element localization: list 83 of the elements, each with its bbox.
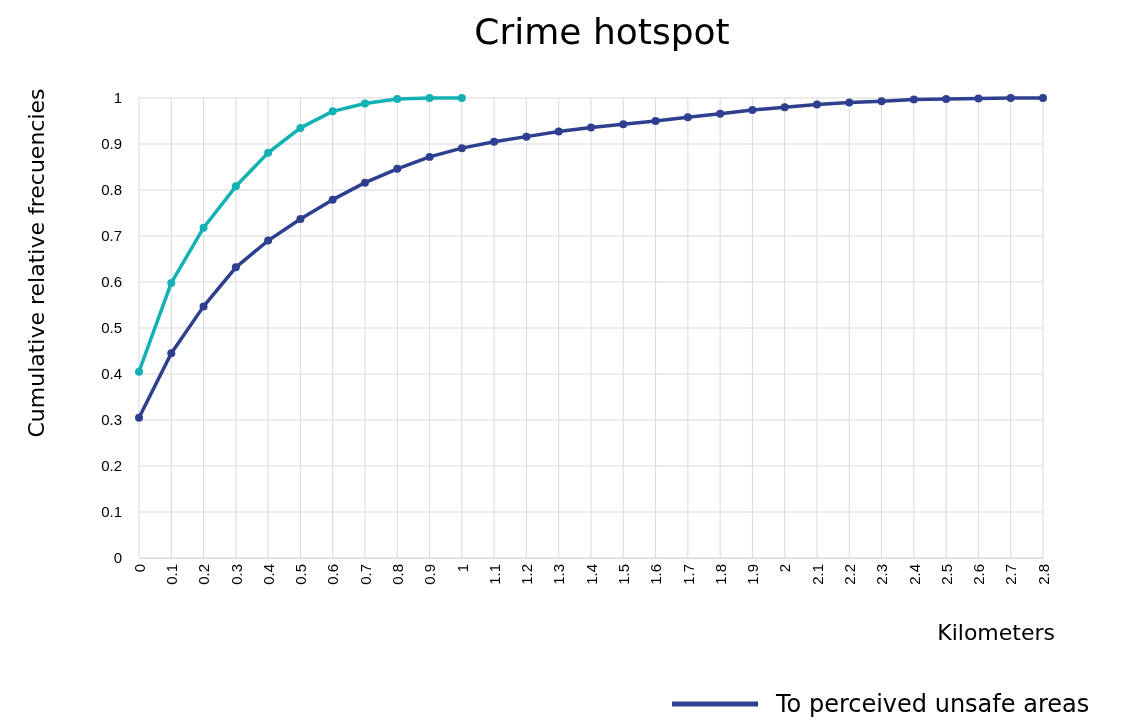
- point: [328, 107, 337, 116]
- point: [296, 123, 305, 132]
- point: [877, 97, 886, 106]
- x-tick-label: 0.3: [227, 564, 245, 585]
- x-tick-label: 2.6: [970, 564, 988, 585]
- x-axis-title: Kilometers: [937, 620, 1055, 645]
- y-tick-label: 0.7: [101, 227, 122, 245]
- x-tick-label: 1.1: [485, 564, 503, 585]
- point: [425, 152, 434, 161]
- x-tick-label: 1.4: [582, 564, 600, 585]
- y-tick-label: 0.3: [101, 411, 122, 429]
- x-tick-label: 0.8: [389, 564, 407, 585]
- x-tick-label: 2: [776, 564, 794, 573]
- point: [651, 117, 660, 125]
- point: [264, 148, 273, 157]
- point: [780, 103, 789, 112]
- point: [231, 263, 240, 272]
- point: [522, 132, 531, 141]
- point: [199, 302, 208, 311]
- x-tick-label: 0.5: [292, 564, 310, 585]
- x-tick-label: 1.5: [615, 564, 633, 585]
- x-tick-label: 2.4: [905, 564, 923, 585]
- x-tick-label: 2.8: [1034, 564, 1052, 585]
- point: [425, 94, 434, 102]
- x-tick-label: 1.8: [711, 564, 729, 585]
- point: [393, 164, 402, 173]
- point: [135, 413, 143, 422]
- x-tick-label: 1.9: [744, 564, 762, 585]
- point: [296, 215, 305, 223]
- x-tick-label: 1.6: [647, 564, 665, 585]
- point: [909, 95, 918, 104]
- point: [813, 100, 821, 109]
- x-tick-label: 1: [453, 564, 471, 573]
- y-tick-label: 0.5: [101, 319, 122, 337]
- point: [974, 94, 983, 103]
- y-axis-title: Cumulative relative frecuencies: [24, 88, 49, 438]
- point: [942, 94, 951, 103]
- x-tick-label: 1.2: [518, 564, 536, 585]
- point: [361, 99, 369, 108]
- point: [167, 349, 176, 358]
- point: [845, 98, 854, 107]
- point: [1039, 94, 1047, 102]
- point: [361, 178, 369, 187]
- point: [264, 236, 273, 245]
- point: [1006, 94, 1015, 102]
- x-tick-label: 2.1: [808, 564, 826, 585]
- x-tick-label: 0.2: [195, 564, 213, 585]
- x-tick-label: 0.6: [324, 564, 342, 585]
- point: [716, 109, 725, 118]
- x-tick-label: 1.3: [550, 564, 568, 585]
- x-tick-label: 2.7: [1002, 564, 1020, 585]
- point: [328, 195, 337, 204]
- y-tick-label: 0.8: [101, 181, 122, 199]
- y-tick-label: 0.4: [101, 365, 122, 383]
- point: [167, 278, 176, 287]
- y-tick-label: 0.2: [101, 457, 122, 475]
- y-tick-label: 0.6: [101, 273, 122, 291]
- point: [619, 120, 628, 129]
- point: [231, 182, 240, 191]
- point: [393, 94, 402, 103]
- point: [457, 94, 466, 102]
- y-tick-label: 0.1: [101, 503, 122, 521]
- point: [554, 127, 563, 136]
- x-tick-label: 0: [130, 564, 148, 573]
- point: [457, 144, 466, 153]
- x-tick-label: 2.2: [841, 564, 859, 585]
- point: [490, 137, 499, 146]
- point: [748, 105, 757, 114]
- chart-title: Crime hotspot: [474, 11, 730, 52]
- x-tick-label: 0.1: [163, 564, 181, 585]
- point: [587, 123, 595, 132]
- point: [199, 223, 208, 232]
- legend-label: To perceived unsafe areas: [775, 690, 1090, 719]
- x-tick-label: 2.5: [937, 564, 955, 585]
- x-tick-label: 2.3: [873, 564, 891, 585]
- point: [683, 113, 692, 122]
- x-tick-label: 1.7: [679, 564, 697, 585]
- x-tick-label: 0.4: [259, 564, 277, 585]
- y-tick-label: 0.9: [101, 135, 122, 153]
- x-tick-label: 0.9: [421, 564, 439, 585]
- y-tick-label: 1: [113, 89, 122, 107]
- x-tick-label: 0.7: [356, 564, 374, 585]
- point: [135, 367, 143, 376]
